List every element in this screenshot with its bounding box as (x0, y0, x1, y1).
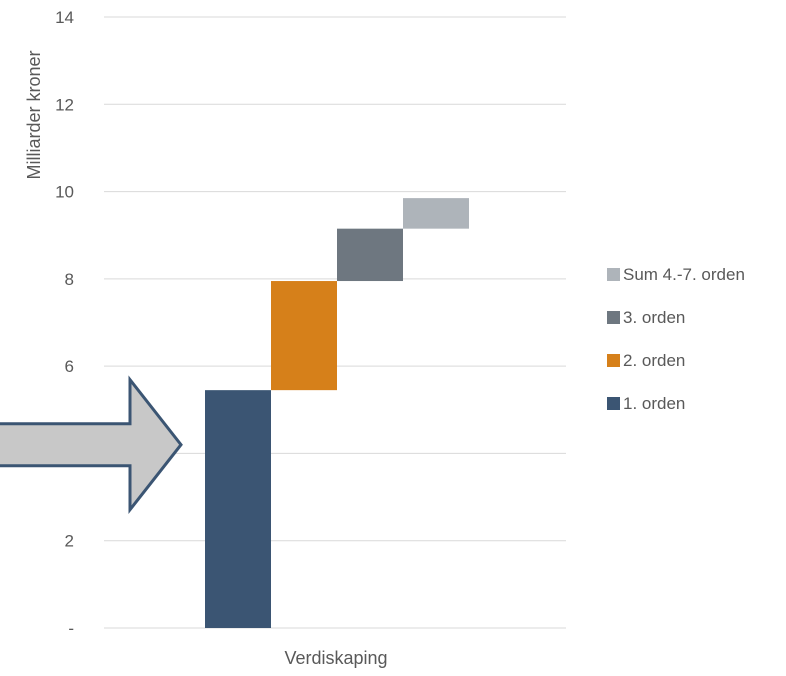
annotation-arrow (0, 375, 183, 515)
bar-2-orden (271, 281, 337, 391)
bar-3-orden (337, 228, 403, 282)
waterfall-bars (205, 198, 469, 628)
legend-item: 1. orden (607, 394, 685, 413)
legend-label: 3. orden (623, 308, 685, 327)
legend-swatch (607, 268, 620, 281)
gridlines (104, 16, 566, 629)
y-tick-label: 2 (65, 532, 74, 551)
bar-sum-4-7-orden (403, 198, 469, 229)
y-tick-label: 14 (55, 8, 74, 27)
arrow-shape (0, 375, 183, 515)
y-tick-label: - (68, 619, 74, 638)
legend-item: 2. orden (607, 351, 685, 370)
legend-item: 3. orden (607, 308, 685, 327)
legend: Sum 4.-7. orden 3. orden 2. orden 1. orden (607, 265, 745, 413)
y-tick-label: 6 (65, 357, 74, 376)
y-axis-title: Milliarder kroner (24, 50, 44, 179)
legend-swatch (607, 354, 620, 367)
legend-swatch (607, 397, 620, 410)
x-axis-category-label: Verdiskaping (284, 648, 387, 668)
y-tick-label: 8 (65, 270, 74, 289)
y-tick-label: 12 (55, 95, 74, 114)
legend-label: Sum 4.-7. orden (623, 265, 745, 284)
legend-label: 2. orden (623, 351, 685, 370)
legend-item: Sum 4.-7. orden (607, 265, 745, 284)
y-axis-ticks: - 2 6 8 10 12 14 (55, 8, 74, 638)
bar-1-orden (205, 390, 271, 628)
legend-label: 1. orden (623, 394, 685, 413)
legend-swatch (607, 311, 620, 324)
y-tick-label: 10 (55, 183, 74, 202)
